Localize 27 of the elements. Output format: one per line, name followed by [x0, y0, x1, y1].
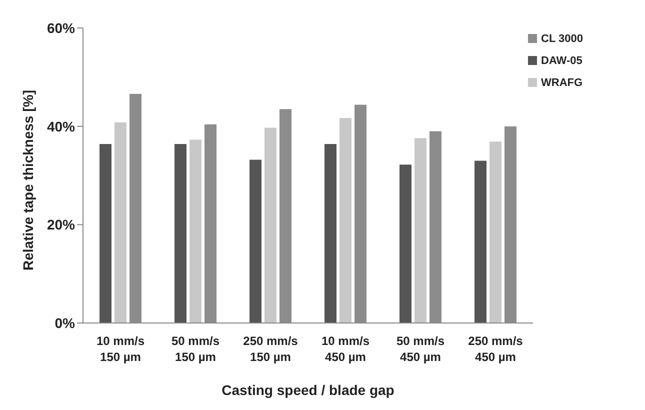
legend-label: WRAFG — [541, 77, 583, 89]
y-tick-label: 60% — [46, 20, 76, 36]
legend-label: CL 3000 — [541, 33, 583, 45]
bar — [474, 160, 486, 323]
x-tick-label: 250 mm/s 450 µm — [468, 334, 524, 364]
x-tick-label: 10 mm/s 150 µm — [96, 334, 145, 364]
y-tick-label: 0% — [54, 314, 76, 331]
bar — [340, 118, 352, 323]
x-tick-label: 50 mm/s 150 µm — [171, 334, 220, 364]
legend-label: DAW-05 — [541, 55, 582, 67]
x-tick-label: 50 mm/s 450 µm — [396, 334, 445, 364]
x-tick-label: 10 mm/s 450 µm — [321, 334, 370, 364]
bar — [190, 140, 202, 323]
bar — [324, 144, 336, 323]
x-tick-label: 250 mm/s 150 µm — [243, 334, 298, 364]
bar — [414, 138, 426, 323]
bar — [400, 164, 412, 323]
bar — [100, 144, 112, 323]
bar — [490, 142, 502, 323]
y-tick-label: 40% — [46, 118, 76, 134]
y-tick-label: 20% — [46, 216, 76, 233]
y-axis-title: Relative tape thickness [%] — [20, 90, 36, 270]
bar — [174, 144, 186, 323]
bar — [264, 128, 276, 323]
x-axis-title: Casting speed / blade gap — [222, 382, 394, 398]
bar — [114, 122, 126, 323]
bar — [250, 160, 262, 323]
